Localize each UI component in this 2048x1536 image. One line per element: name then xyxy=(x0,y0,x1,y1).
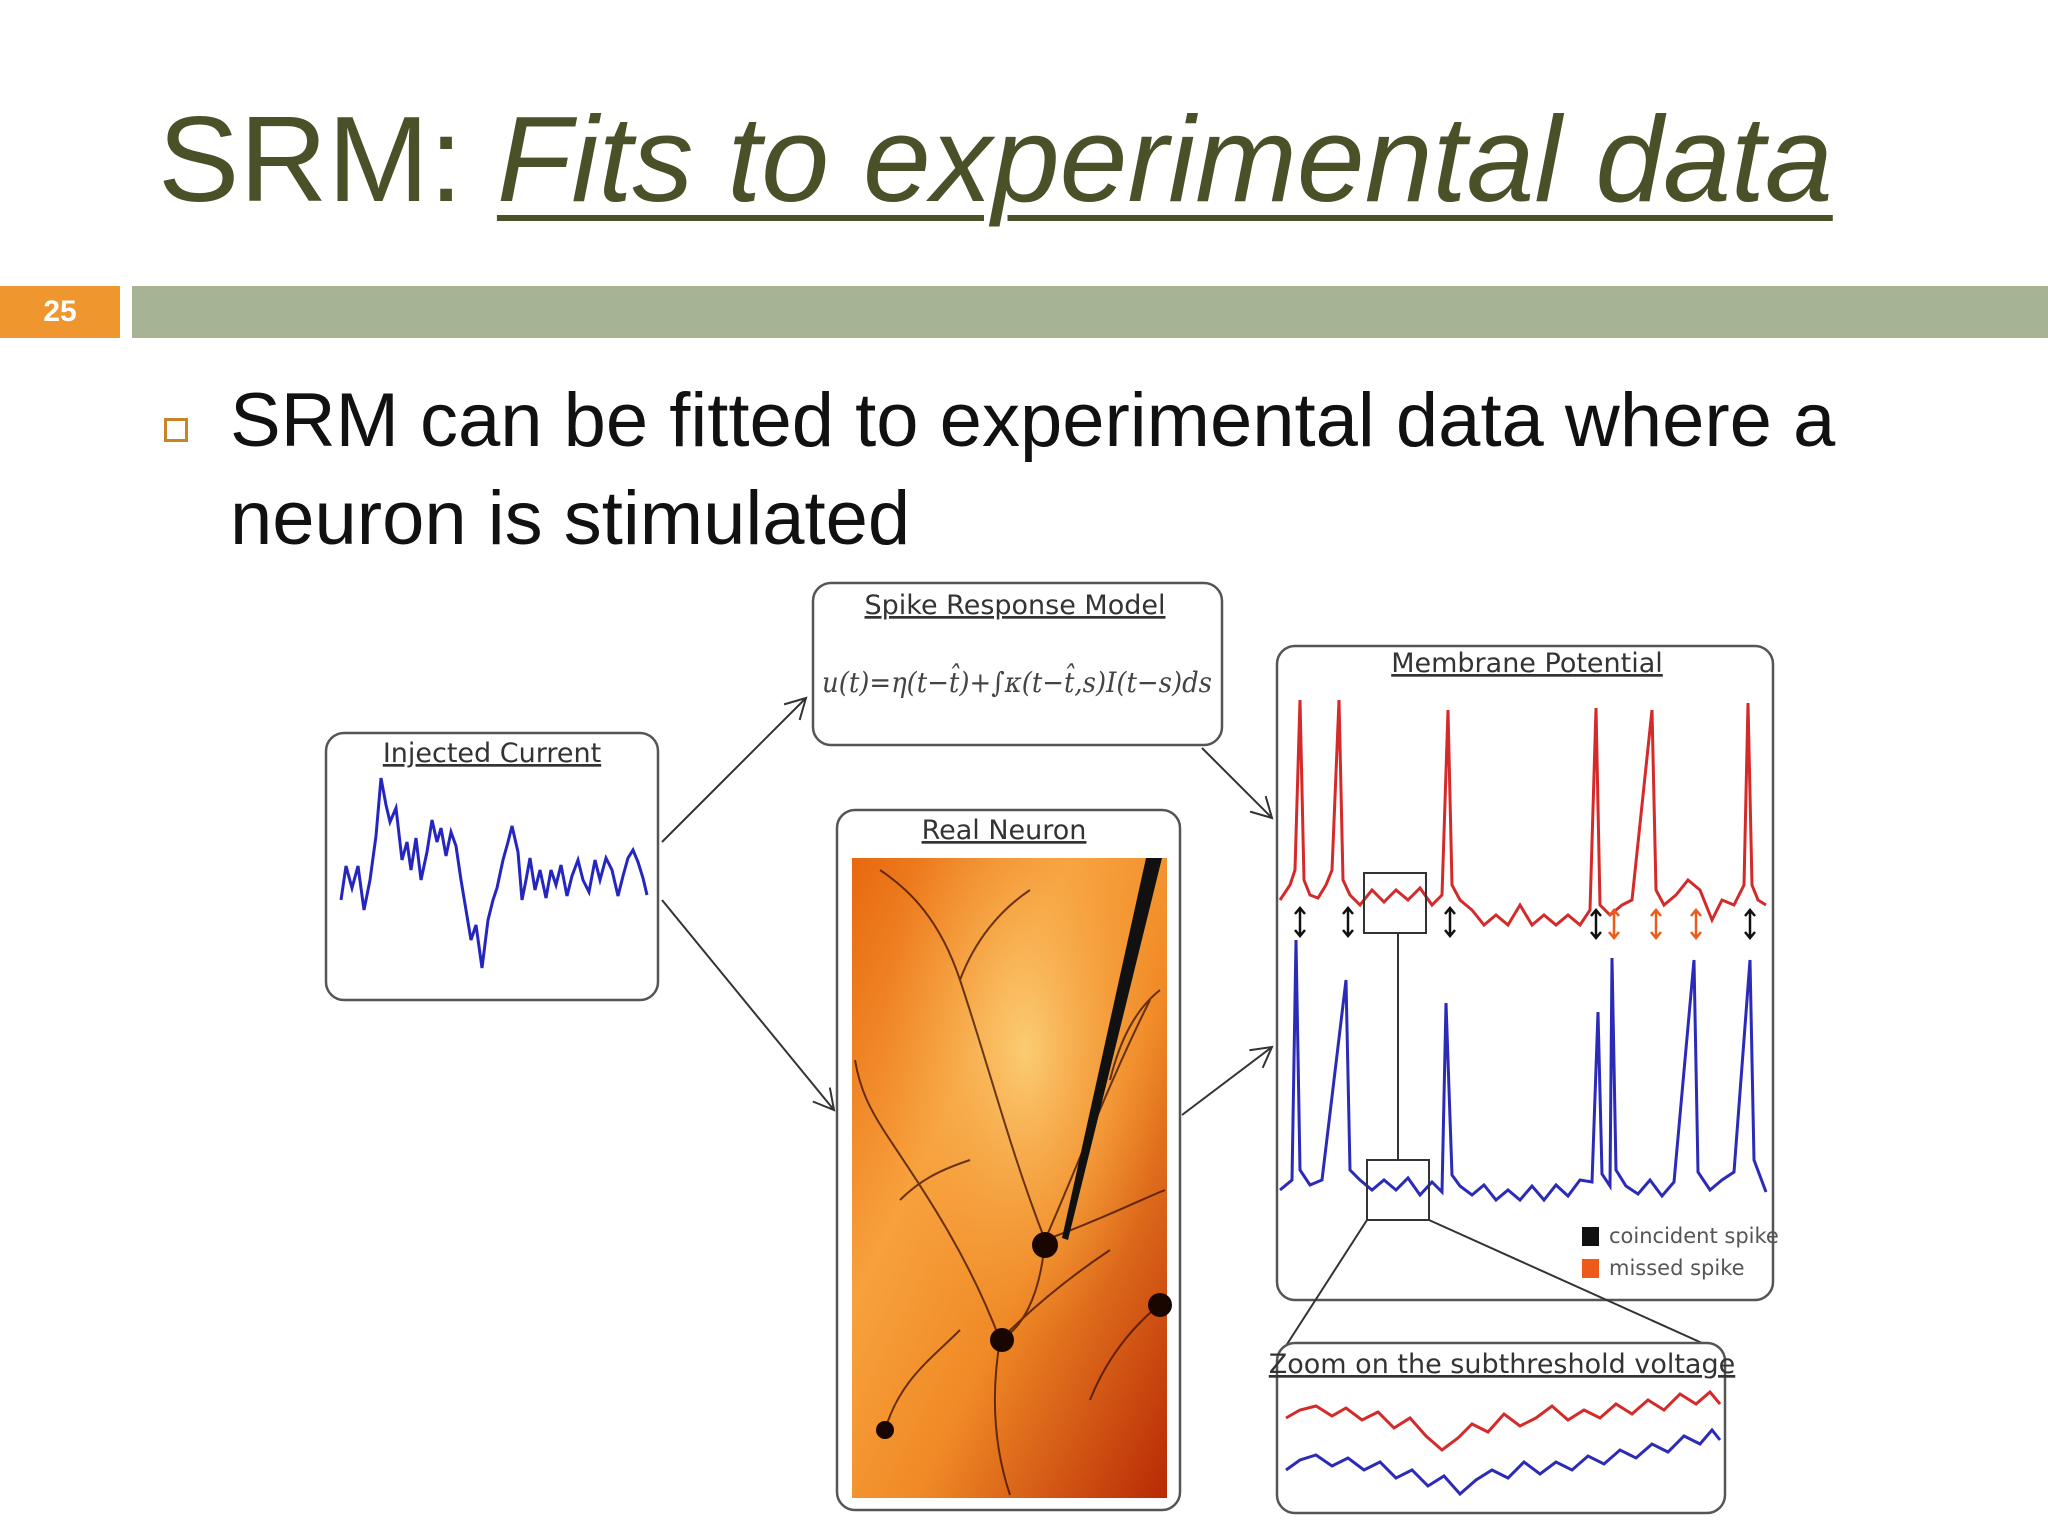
title-emphasis: Fits to experimental data xyxy=(496,91,1833,227)
zoom-subthreshold-box: Zoom on the subthreshold voltage xyxy=(1269,1341,1735,1515)
arrow-current-to-neuron xyxy=(661,899,836,1112)
spike-response-model-label: Spike Response Model xyxy=(865,590,1166,621)
zoom-window-model xyxy=(1363,872,1427,934)
arrow-model-to-potential xyxy=(1201,747,1274,820)
legend-coincident-swatch xyxy=(1582,1227,1599,1246)
injected-current-trace xyxy=(339,777,649,969)
arrow-current-to-model xyxy=(661,696,808,843)
recording-electrode xyxy=(1062,858,1162,1240)
title-prefix: SRM: xyxy=(158,91,497,227)
slide-title: SRM: Fits to experimental data xyxy=(158,92,1833,226)
neuron-voltage-trace xyxy=(1279,939,1768,1203)
zoom-label: Zoom on the subthreshold voltage xyxy=(1269,1349,1735,1380)
injected-current-box: Injected Current xyxy=(324,731,660,1002)
bullet-text: SRM can be fitted to experimental data w… xyxy=(230,378,1836,561)
injected-current-label: Injected Current xyxy=(383,738,601,769)
membrane-potential-label: Membrane Potential xyxy=(1391,648,1663,679)
bullet-square-icon xyxy=(164,418,188,442)
slide-number: 25 xyxy=(0,286,120,338)
zoom-neuron-trace xyxy=(1285,1427,1722,1497)
srm-equation: u(t)=η(t−t̂)+∫κ(t−t̂,s)I(t−s)ds xyxy=(822,664,1212,699)
neuron-micrograph xyxy=(852,858,1172,1498)
membrane-potential-box: Membrane Potential coincident spike miss… xyxy=(1275,644,1779,1302)
model-voltage-trace xyxy=(1278,699,1767,928)
real-neuron-box: Real Neuron xyxy=(835,808,1182,1512)
real-neuron-label: Real Neuron xyxy=(922,815,1087,846)
arrow-neuron-to-potential xyxy=(1181,1045,1274,1116)
legend-missed-swatch xyxy=(1582,1259,1599,1278)
spike-match-markers xyxy=(1294,906,1756,940)
legend-missed-label: missed spike xyxy=(1609,1256,1745,1280)
legend-coincident-label: coincident spike xyxy=(1609,1224,1779,1248)
flow-arrows xyxy=(661,696,1274,1116)
spike-response-model-box: Spike Response Model u(t)=η(t−t̂)+∫κ(t−t… xyxy=(811,581,1224,747)
zoom-model-trace xyxy=(1285,1389,1722,1452)
title-rule xyxy=(132,286,2048,338)
